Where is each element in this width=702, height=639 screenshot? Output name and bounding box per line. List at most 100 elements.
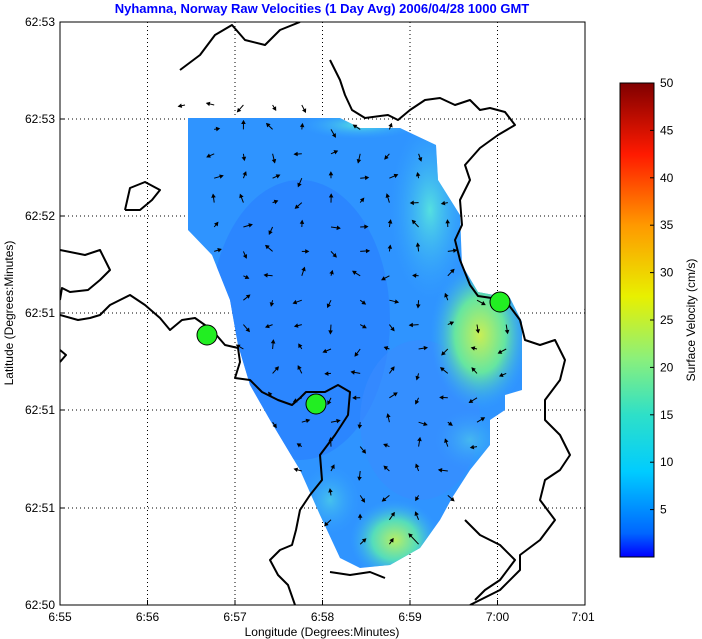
velocity-arrow-head <box>390 326 395 332</box>
velocity-arrow-head <box>415 375 420 381</box>
velocity-arrow-head <box>244 274 250 280</box>
velocity-arrow-head <box>504 329 510 335</box>
velocity-arrow-head <box>364 224 369 230</box>
velocity-arrow-head <box>357 424 363 429</box>
velocity-arrow-head <box>302 108 307 114</box>
x-axis-label: Longitude (Degrees:Minutes) <box>245 625 400 639</box>
x-tick-label: 6:59 <box>398 610 422 624</box>
velocity-arrow-head <box>444 292 449 298</box>
velocity-arrow-head <box>239 193 244 199</box>
velocity-arrow-head <box>450 497 455 502</box>
velocity-arrow-head <box>362 324 367 329</box>
velocity-arrow-head <box>350 370 355 375</box>
velocity-arrow-head <box>275 174 281 179</box>
velocity-arrow-head <box>393 392 398 397</box>
velocity-arrow-head <box>361 538 367 543</box>
colorbar-tick-label: 10 <box>660 455 674 469</box>
velocity-arrow-head <box>326 303 331 309</box>
velocity-arrow-head <box>236 107 242 113</box>
y-tick-label: 62:51 <box>25 306 55 320</box>
velocity-arrow-head <box>383 465 389 471</box>
velocity-arrow-head <box>408 322 413 328</box>
velocity-arrow-head <box>219 174 224 179</box>
velocity-arrow-head <box>298 343 303 349</box>
velocity-arrow-head <box>177 103 183 108</box>
velocity-arrow-head <box>336 225 341 231</box>
velocity-arrow-head <box>299 219 305 224</box>
velocity-arrow-head <box>415 399 420 405</box>
velocity-arrow-head <box>381 497 387 502</box>
velocity-arrow-head <box>356 159 362 164</box>
velocity-arrow-head <box>332 253 337 258</box>
colorbar-tick-label: 20 <box>660 360 674 374</box>
x-tick-label: 6:56 <box>136 610 160 624</box>
colorbar: 50 45 40 35 30 25 20 15 10 5 Surface Vel… <box>619 76 698 558</box>
velocity-arrow-head <box>328 193 334 198</box>
velocity-arrow-head <box>217 248 222 253</box>
coastline <box>60 22 585 605</box>
velocity-arrow-head <box>415 171 421 177</box>
velocity-arrow-head <box>445 219 450 224</box>
tick-marks <box>60 118 498 605</box>
velocity-arrow-head <box>385 193 390 198</box>
velocity-arrow-head <box>352 395 357 401</box>
velocity-arrow-head <box>423 421 428 427</box>
velocity-arrow-head <box>361 448 367 454</box>
velocity-arrow-head <box>274 366 279 371</box>
velocity-arrow-head <box>498 372 504 378</box>
velocity-arrow-head <box>264 244 270 250</box>
velocity-arrow-head <box>294 204 300 209</box>
velocity-arrow-head <box>450 268 455 274</box>
velocity-arrow-head <box>497 349 503 354</box>
velocity-arrow-head <box>206 153 211 158</box>
x-tick-label: 7:00 <box>486 610 510 624</box>
velocity-arrow-head <box>394 299 400 304</box>
velocity-arrow-head <box>265 122 271 128</box>
velocity-arrow-head <box>331 133 336 138</box>
velocity-arrow-head <box>272 106 277 111</box>
velocity-arrow-head <box>272 423 277 429</box>
velocity-arrow-head <box>235 344 241 349</box>
velocity-arrow-head <box>381 276 386 281</box>
velocity-arrow-head <box>328 330 333 335</box>
velocity-arrow-head <box>329 269 334 275</box>
velocity-arrow-head <box>245 327 250 333</box>
velocity-arrow-head <box>387 244 393 249</box>
y-tick-label: 62:52 <box>25 209 55 223</box>
y-tick-labels: 62:53 62:53 62:52 62:51 62:51 62:51 62:5… <box>25 15 55 612</box>
velocity-arrow-head <box>480 417 486 422</box>
colorbar-label: Surface Velocity (cm/s) <box>684 259 698 382</box>
velocity-arrow-head <box>439 395 444 400</box>
radar-site-2-icon <box>305 393 327 415</box>
velocity-arrow-head <box>293 151 298 157</box>
velocity-arrow-head <box>305 418 311 424</box>
velocity-arrow-head <box>327 400 332 406</box>
x-tick-label: 7:01 <box>571 610 595 624</box>
colorbar-scale <box>619 82 655 558</box>
velocity-arrow-head <box>293 467 299 473</box>
velocity-arrow-head <box>481 300 486 306</box>
colorbar-tick-label: 5 <box>660 503 667 517</box>
velocity-arrow-head <box>449 321 455 326</box>
x-tick-labels: 6:55 6:56 6:57 6:58 6:59 7:00 7:01 <box>48 610 595 624</box>
velocity-arrow-head <box>393 173 399 179</box>
velocity-arrow-head <box>417 157 423 162</box>
velocity-arrow-head <box>248 223 253 228</box>
velocity-arrow-head <box>390 366 395 372</box>
velocity-arrow-head <box>322 348 328 353</box>
velocity-arrow-head <box>448 421 453 426</box>
velocity-arrow-head <box>437 468 443 473</box>
velocity-arrow-head <box>364 175 370 181</box>
velocity-arrow-head <box>263 272 268 278</box>
velocity-arrow-head <box>440 200 446 206</box>
velocity-arrow-head <box>273 199 279 205</box>
velocity-arrow-head <box>271 158 277 164</box>
velocity-arrow-head <box>468 398 474 404</box>
velocity-arrow-head <box>414 511 419 516</box>
velocity-arrow-head <box>470 346 476 351</box>
velocity-arrow-head <box>269 302 275 307</box>
velocity-arrow-head <box>297 365 302 370</box>
y-axis-label: Latitude (Degrees:Minutes) <box>2 241 16 386</box>
velocity-arrow-head <box>270 339 276 344</box>
